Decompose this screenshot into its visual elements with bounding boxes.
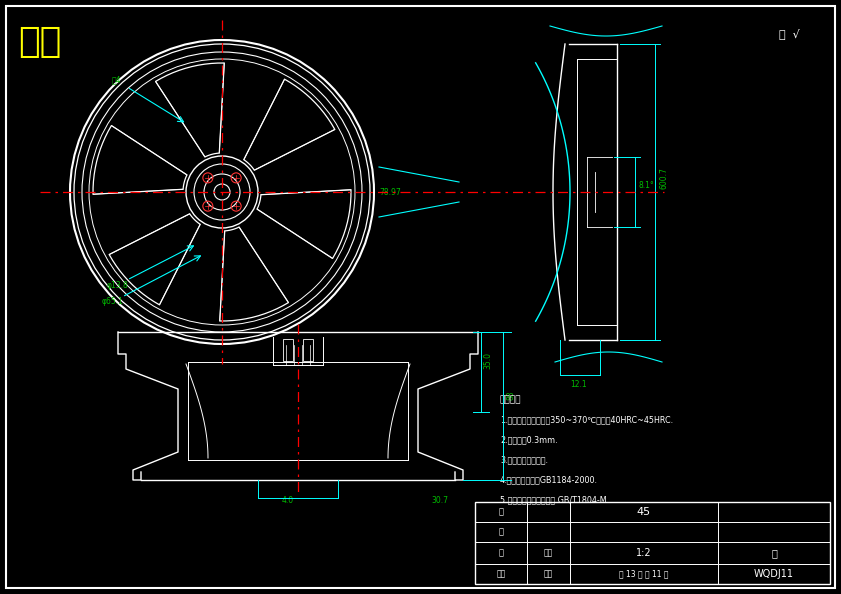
Text: 技术要求: 技术要求 (500, 395, 521, 404)
Text: 30.7: 30.7 (431, 496, 448, 505)
Bar (283, 339, 293, 361)
Text: 第 13 张 共 11 张: 第 13 张 共 11 张 (619, 570, 669, 579)
Text: 78.97: 78.97 (379, 188, 401, 197)
Text: 级: 级 (499, 548, 504, 558)
Text: 600.7: 600.7 (660, 167, 669, 189)
Text: 88: 88 (507, 390, 516, 400)
Text: 5.未标注尺寸公差按标准 GB/T1804-M: 5.未标注尺寸公差按标准 GB/T1804-M (500, 495, 606, 504)
Bar (303, 339, 313, 361)
Bar (475, 502, 830, 584)
Text: 制: 制 (499, 507, 504, 517)
Text: 2.外径误差0.3mm.: 2.外径误差0.3mm. (500, 435, 558, 444)
Text: 35.0: 35.0 (483, 352, 492, 369)
Text: 8.1°: 8.1° (639, 181, 655, 190)
Text: 铝: 铝 (771, 548, 777, 558)
Text: 材料: 材料 (544, 570, 553, 579)
Text: 12.1: 12.1 (570, 380, 587, 389)
Text: 1.零件进行高频淬火，350~370℃回火，40HRC~45HRC.: 1.零件进行高频淬火，350~370℃回火，40HRC~45HRC. (500, 415, 673, 424)
Text: φ13.8: φ13.8 (107, 280, 129, 289)
Text: 轮毂: 轮毂 (18, 25, 61, 59)
Text: 制: 制 (499, 527, 504, 536)
Text: 45: 45 (637, 507, 651, 517)
Text: 4.0: 4.0 (282, 496, 294, 505)
Text: 数  √: 数 √ (780, 28, 800, 39)
Text: 签字: 签字 (496, 570, 505, 579)
Text: 4.未注形位公差按GB1184-2000.: 4.未注形位公差按GB1184-2000. (500, 475, 598, 484)
Text: 3.组件装配前清洗件.: 3.组件装配前清洗件. (500, 455, 548, 464)
Text: WQDJ11: WQDJ11 (754, 569, 794, 579)
Text: 比例: 比例 (544, 548, 553, 558)
Text: φ65.1: φ65.1 (102, 298, 124, 307)
Text: 1:2: 1:2 (636, 548, 652, 558)
Text: 数4: 数4 (112, 75, 121, 84)
